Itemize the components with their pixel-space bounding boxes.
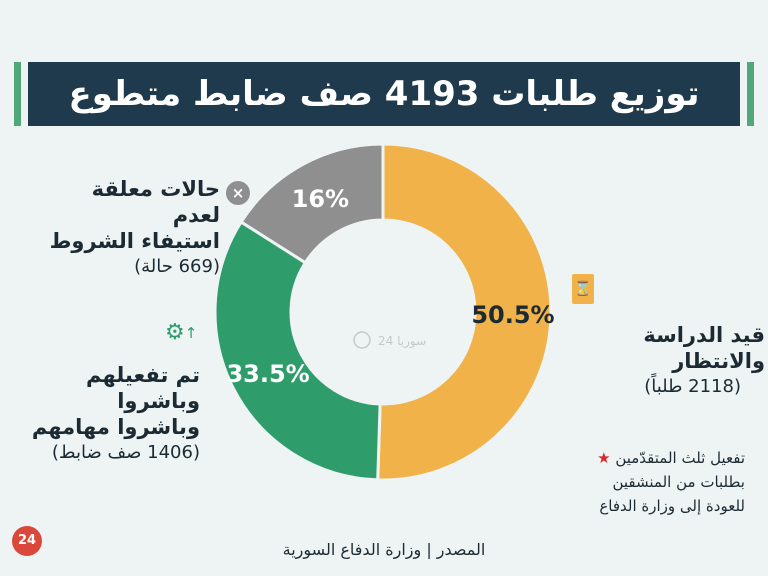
label-pending: قيد الدراسة والانتظار (2118 طلباً)	[560, 322, 765, 400]
slice-percent-label: 16%	[292, 185, 349, 213]
label-suspended: حالات معلقة لعدم استيفاء الشروط (669 حال…	[40, 176, 220, 280]
donut-slice	[213, 219, 382, 482]
label-line: وباشروا مهامهم	[31, 415, 200, 439]
donut-slice	[239, 142, 385, 265]
donut-slice	[376, 142, 553, 482]
label-line: حالات معلقة لعدم	[91, 177, 220, 227]
slice-percent-label: 33.5%	[226, 360, 309, 388]
label-line: استيفاء الشروط	[49, 229, 220, 253]
label-count: (669 حالة)	[134, 256, 220, 277]
source-text: المصدر | وزارة الدفاع السورية	[282, 540, 486, 559]
label-count: (1406 صف ضابط)	[51, 442, 200, 463]
svg-text:سوريا 24: سوريا 24	[378, 334, 426, 349]
slice-percent-label: 50.5%	[471, 301, 554, 329]
note-line: للعودة إلى وزارة الدفاع	[599, 497, 745, 515]
title-accent-right	[747, 62, 754, 126]
document-hourglass-icon: ⌛	[572, 274, 594, 304]
watermark-logo: سوريا 24	[353, 331, 426, 349]
channel-logo: 24	[12, 526, 42, 556]
note-line: تفعيل ثلث المتقدّمين	[615, 449, 745, 467]
note-line: بطلبات من المنشقين	[612, 473, 745, 491]
label-count: (2118 طلباً)	[644, 376, 741, 397]
label-line: قيد الدراسة والانتظار	[643, 323, 765, 373]
title-accent-left	[14, 62, 21, 126]
footnote: تفعيل ثلث المتقدّمين ★ بطلبات من المنشقي…	[580, 446, 745, 518]
label-activated: تم تفعيلهم وباشروا وباشروا مهامهم (1406 …	[20, 362, 200, 466]
gear-up-arrow-icon: ⚙↑	[165, 320, 198, 345]
donut-hole	[293, 222, 473, 402]
star-icon: ★	[597, 449, 611, 467]
x-circle-icon: ×	[226, 181, 250, 205]
label-line: تم تفعيلهم وباشروا	[86, 363, 200, 413]
